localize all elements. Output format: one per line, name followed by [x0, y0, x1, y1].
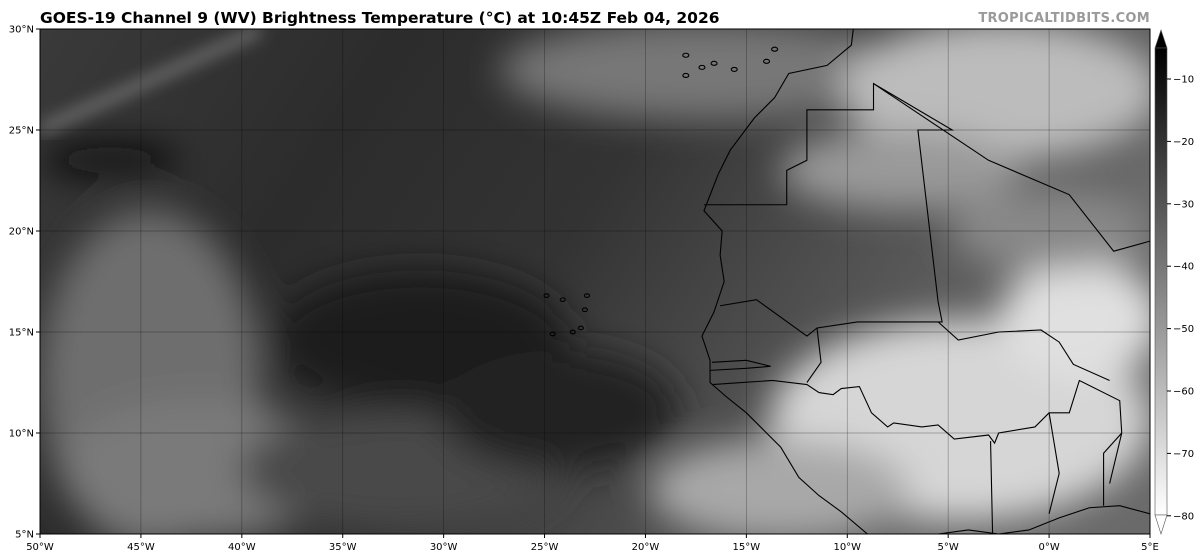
map-frame [39, 28, 1151, 535]
lon-tick-label: 20°W [632, 542, 660, 553]
coastline-border [712, 379, 1123, 506]
lon-tick-label: 50°W [26, 542, 54, 553]
lat-tick-label: 30°N [9, 25, 34, 36]
coastline-border [701, 29, 869, 534]
cape-verde-island [543, 293, 550, 298]
coastline-border [990, 441, 994, 534]
canary-island [698, 64, 706, 70]
coastline-border [938, 505, 1150, 534]
lat-tick-label: 20°N [9, 227, 34, 238]
watermark: TROPICALTIDBITS.COM [978, 11, 1150, 26]
imagery [40, 29, 1150, 534]
colorbar: −10 −20 −30 −40 −50 −60 −70 −80 [1154, 29, 1194, 535]
map-title: GOES-19 Channel 9 (WV) Brightness Temper… [40, 9, 720, 27]
lat-tick-label: 25°N [9, 126, 34, 137]
lon-tick-label: 5°E [1141, 542, 1159, 553]
lon-tick-label: 40°W [228, 542, 256, 553]
canary-island [730, 66, 738, 72]
canary-island [682, 52, 690, 58]
coastline-border [710, 359, 771, 371]
colorbar-tick-label: −10 [1173, 75, 1194, 86]
lon-tick-label: 15°W [733, 542, 761, 553]
colorbar-tick-label: −50 [1173, 324, 1194, 335]
canary-island [762, 58, 771, 64]
lon-tick-label: 5°W [938, 542, 959, 553]
lat-tick-label: 10°N [9, 429, 34, 440]
cape-verde-island [581, 307, 588, 313]
cape-verde-island [577, 325, 584, 331]
lat-tick-label: 5°N [15, 530, 34, 541]
canary-island [771, 46, 779, 52]
coastline-border [806, 327, 822, 383]
cape-verde-island [569, 329, 576, 335]
coastline-border [937, 321, 1110, 381]
coastline-border [1109, 432, 1123, 484]
colorbar-tick-label: −40 [1173, 262, 1194, 273]
lon-tick-label: 25°W [531, 542, 559, 553]
cape-verde-island [549, 331, 556, 337]
colorbar-tick-label: −20 [1173, 137, 1194, 148]
cape-verde-island [583, 293, 590, 298]
canary-island [682, 72, 690, 79]
lon-tick-label: 0°W [1038, 542, 1059, 553]
coastline-border [1048, 412, 1060, 514]
coastline-border [703, 82, 955, 337]
lon-tick-label: 30°W [430, 542, 458, 553]
lon-tick-label: 45°W [127, 542, 155, 553]
coastline-border [873, 83, 1150, 252]
colorbar-tick-label: −30 [1173, 199, 1194, 210]
canary-island [710, 60, 718, 66]
colorbar-tick-label: −70 [1173, 449, 1194, 460]
colorbar-tick-label: −60 [1173, 387, 1194, 398]
lon-tick-label: 10°W [833, 542, 861, 553]
colorbar-extend-cold [1154, 514, 1168, 535]
lon-tick-label: 35°W [329, 542, 357, 553]
cape-verde-island [559, 297, 566, 303]
colorbar-extend-warm [1154, 29, 1168, 49]
lat-tick-label: 15°N [9, 328, 34, 339]
colorbar-tick-label: −80 [1173, 511, 1194, 522]
